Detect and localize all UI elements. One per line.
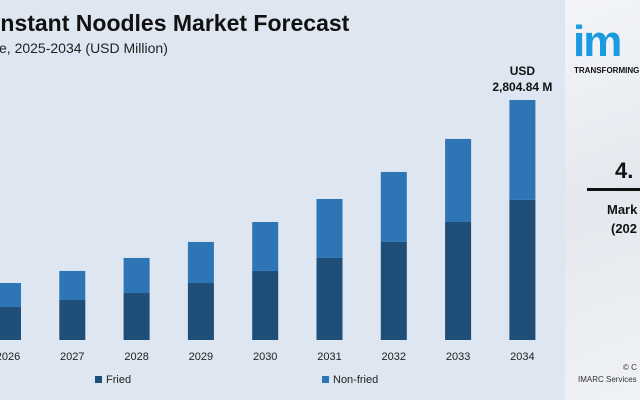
legend-label-non-fried: Non-fried [333,374,378,386]
legend-swatch-non-fried [322,376,329,383]
annotation-total: 2,804.84 M [492,80,552,94]
x-tick-label: 2030 [253,351,277,363]
bar-non-fried-2027 [59,270,86,300]
legend-label-fried: Fried [106,374,131,386]
x-tick-label: 2027 [60,351,84,363]
stacked-bar-chart: 2026 2027 2028 2029 2030 2031 2032 2033 2034 USD 2… [0,64,552,386]
x-tick-label: 2026 [0,351,20,363]
bar-fried-2026 [0,306,21,340]
x-tick-label: 2034 [510,351,534,363]
side-panel: im TRANSFORMING 4. Mark (202 © C IMARC S… [565,0,640,400]
bar-non-fried-2032 [380,171,407,242]
legend-swatch-fried [95,376,102,383]
imarc-logo: im [573,17,622,66]
bar-non-fried-2028 [123,257,150,294]
bar-non-fried-2033 [445,138,472,223]
bar-fried-2028 [123,293,150,340]
bar-non-fried-2031 [316,198,343,258]
chart-title: Instant Noodles Market Forecast [0,10,350,36]
source-label: IMARC Services [578,375,637,384]
logo-tagline: TRANSFORMING [574,66,640,75]
bar-non-fried-2026 [0,283,21,307]
x-tick-label: 2029 [189,351,213,363]
annotation-currency: USD [510,64,536,78]
period-label: (202 [611,221,638,236]
market-label: Mark [607,202,638,217]
x-tick-label: 2033 [446,351,470,363]
divider [587,188,640,191]
bar-fried-2030 [252,270,279,340]
bar-fried-2031 [316,257,343,340]
x-tick-label: 2028 [124,351,148,363]
bar-fried-2029 [187,283,214,340]
chart-subtitle: e, 2025-2034 (USD Million) [0,40,168,56]
bar-fried-2033 [445,222,472,340]
copyright: © C [623,363,637,372]
x-tick-label: 2031 [317,351,341,363]
bar-fried-2034 [509,199,536,340]
cagr-value: 4. [615,158,634,183]
x-tick-label: 2032 [382,351,406,363]
bar-non-fried-2030 [252,222,279,271]
bar-non-fried-2029 [187,241,214,284]
bar-non-fried-2034 [509,100,536,200]
bar-fried-2032 [380,241,407,340]
bar-fried-2027 [59,299,86,340]
